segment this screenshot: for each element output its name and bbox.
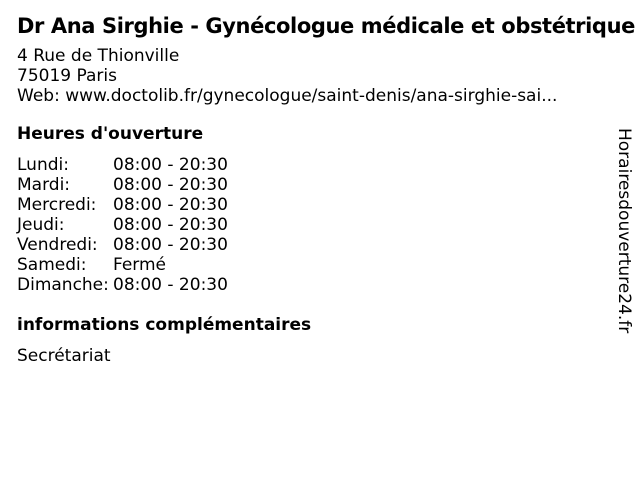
day-label: Dimanche: <box>17 275 109 295</box>
day-label: Lundi: <box>17 155 69 175</box>
hours-row-tuesday: Mardi: 08:00 - 20:30 <box>17 175 610 195</box>
hours-row-monday: Lundi: 08:00 - 20:30 <box>17 155 610 175</box>
hours-heading: Heures d'ouverture <box>17 124 204 144</box>
time-value: 08:00 - 20:30 <box>113 175 228 195</box>
page-title: Dr Ana Sirghie - Gynécologue médicale et… <box>17 14 635 38</box>
address-street: 4 Rue de Thionville <box>17 46 180 66</box>
day-label: Samedi: <box>17 255 87 275</box>
time-value: 08:00 - 20:30 <box>113 195 228 215</box>
extra-info-heading: informations complémentaires <box>17 315 312 335</box>
day-label: Mardi: <box>17 175 71 195</box>
address-city: 75019 Paris <box>17 66 117 86</box>
website-line: Web: www.doctolib.fr/gynecologue/saint-d… <box>17 86 558 106</box>
day-label: Jeudi: <box>17 215 65 235</box>
time-value: 08:00 - 20:30 <box>113 275 228 295</box>
extra-info-text: Secrétariat <box>17 346 111 366</box>
hours-row-thursday: Jeudi: 08:00 - 20:30 <box>17 215 610 235</box>
address-block: 4 Rue de Thionville 75019 Paris Web: www… <box>17 46 610 106</box>
time-value: 08:00 - 20:30 <box>113 155 228 175</box>
time-value: Fermé <box>113 255 167 275</box>
watermark-vertical-text: Horairesdouverture24.fr <box>614 128 634 334</box>
day-label: Vendredi: <box>17 235 98 255</box>
time-value: 08:00 - 20:30 <box>113 215 228 235</box>
hours-row-wednesday: Mercredi: 08:00 - 20:30 <box>17 195 610 215</box>
time-value: 08:00 - 20:30 <box>113 235 228 255</box>
hours-row-sunday: Dimanche: 08:00 - 20:30 <box>17 275 610 295</box>
hours-row-saturday: Samedi: Fermé <box>17 255 610 275</box>
hours-row-friday: Vendredi: 08:00 - 20:30 <box>17 235 610 255</box>
day-label: Mercredi: <box>17 195 97 215</box>
hours-table: Lundi: 08:00 - 20:30 Mardi: 08:00 - 20:3… <box>17 155 610 295</box>
page-content: Dr Ana Sirghie - Gynécologue médicale et… <box>17 13 635 366</box>
